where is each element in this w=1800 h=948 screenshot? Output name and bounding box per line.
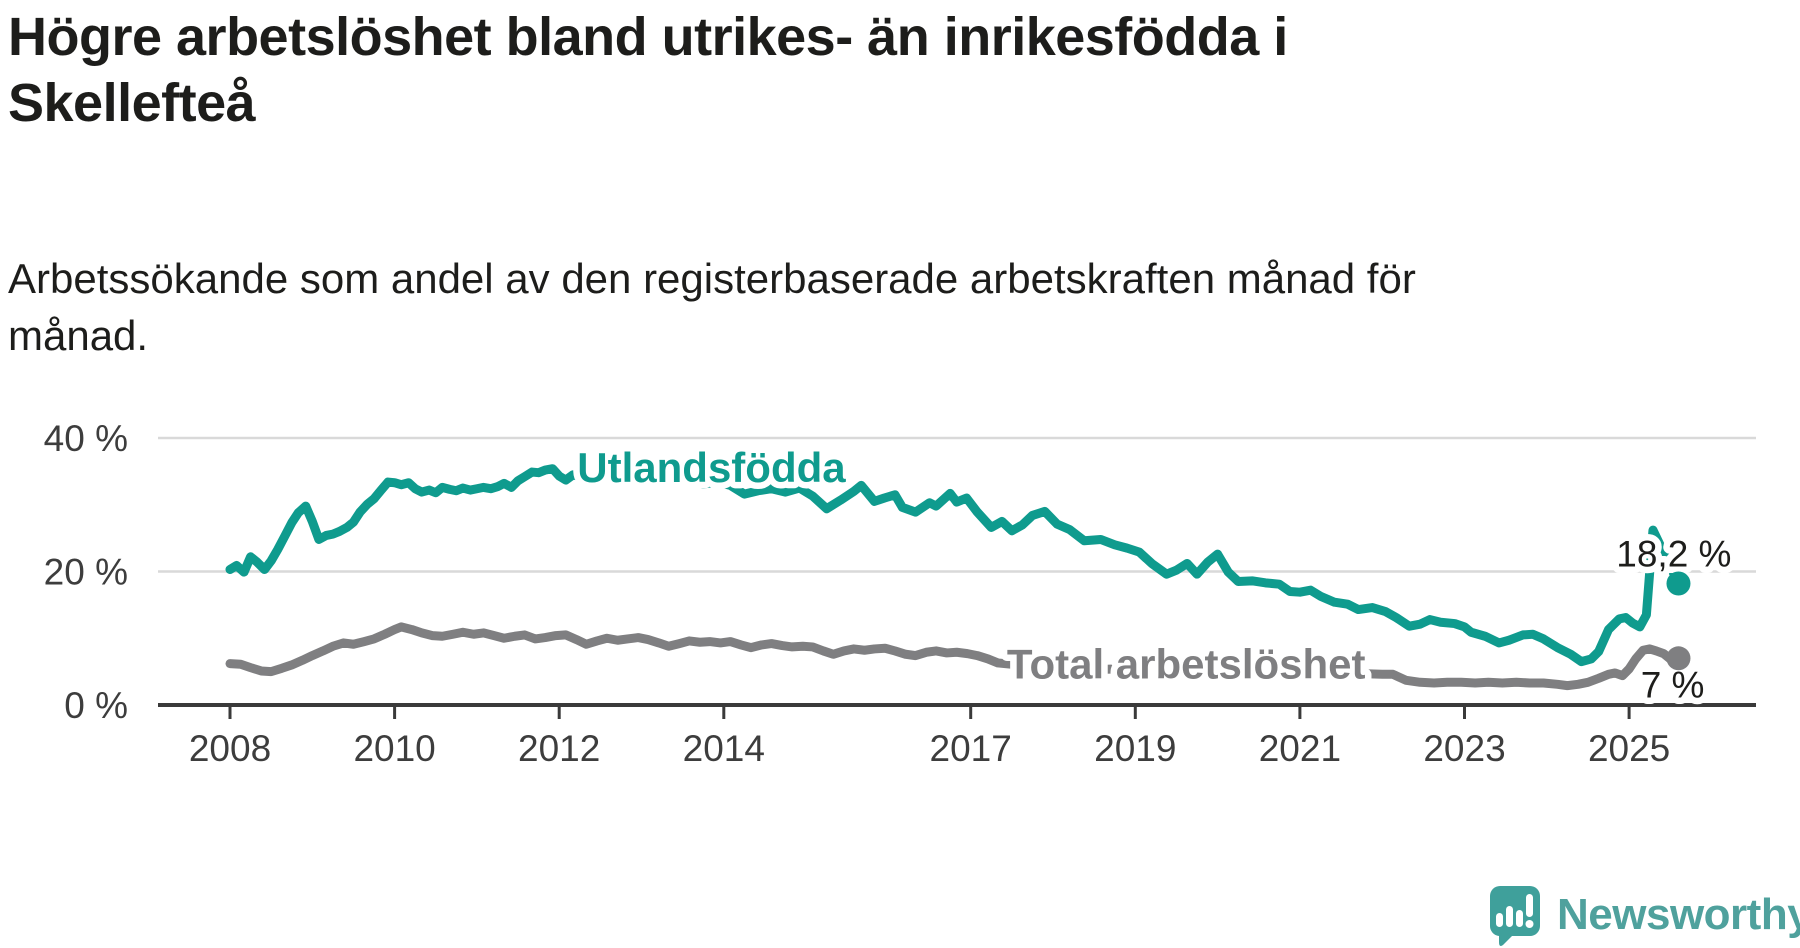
x-tick-label: 2019 [1094, 728, 1176, 769]
x-tick-label: 2021 [1259, 728, 1341, 769]
y-tick-label: 0 % [64, 685, 128, 726]
x-tick-label: 2012 [518, 728, 600, 769]
logo-bar-2 [1506, 906, 1513, 927]
end-value-label-0: 7 % [1641, 664, 1705, 705]
x-tick-label: 2008 [189, 728, 271, 769]
newsworthy-logo: Newsworthy [1486, 884, 1800, 946]
x-tick-label: 2014 [683, 728, 765, 769]
series-end-dot-0 [1666, 646, 1691, 671]
logo-exclamation-dot [1525, 920, 1534, 928]
y-tick-label: 20 % [44, 552, 128, 593]
series-line-1 [225, 464, 1683, 667]
y-tick-label: 40 % [44, 418, 128, 459]
x-tick-label: 2025 [1588, 728, 1670, 769]
series-label-1: Utlandsfödda [577, 444, 846, 491]
logo-bar-1 [1496, 913, 1503, 927]
logo-bar-3 [1516, 910, 1523, 927]
page-title: Högre arbetslöshet bland utrikes- än inr… [8, 4, 1708, 136]
x-tick-label: 2017 [930, 728, 1012, 769]
subtitle-line-1: Arbetssökande som andel av den registerb… [8, 255, 1416, 302]
series-label-0: Total arbetslöshet [1007, 640, 1366, 687]
x-tick-label: 2010 [353, 728, 435, 769]
newsworthy-logo-text: Newsworthy [1557, 890, 1800, 939]
series-line-0 [225, 622, 1683, 691]
chart-subtitle: Arbetssökande som andel av den registerb… [8, 250, 1508, 364]
title-line-2: Skellefteå [8, 73, 256, 133]
subtitle-line-2: månad. [8, 312, 149, 359]
title-line-1: Högre arbetslöshet bland utrikes- än inr… [8, 7, 1288, 67]
newsworthy-logo-icon [1489, 886, 1540, 946]
logo-exclamation-bar [1526, 894, 1533, 917]
series-end-dot-1 [1666, 571, 1691, 596]
x-tick-label: 2023 [1423, 728, 1505, 769]
end-value-label-1: 18,2 % [1616, 534, 1731, 575]
